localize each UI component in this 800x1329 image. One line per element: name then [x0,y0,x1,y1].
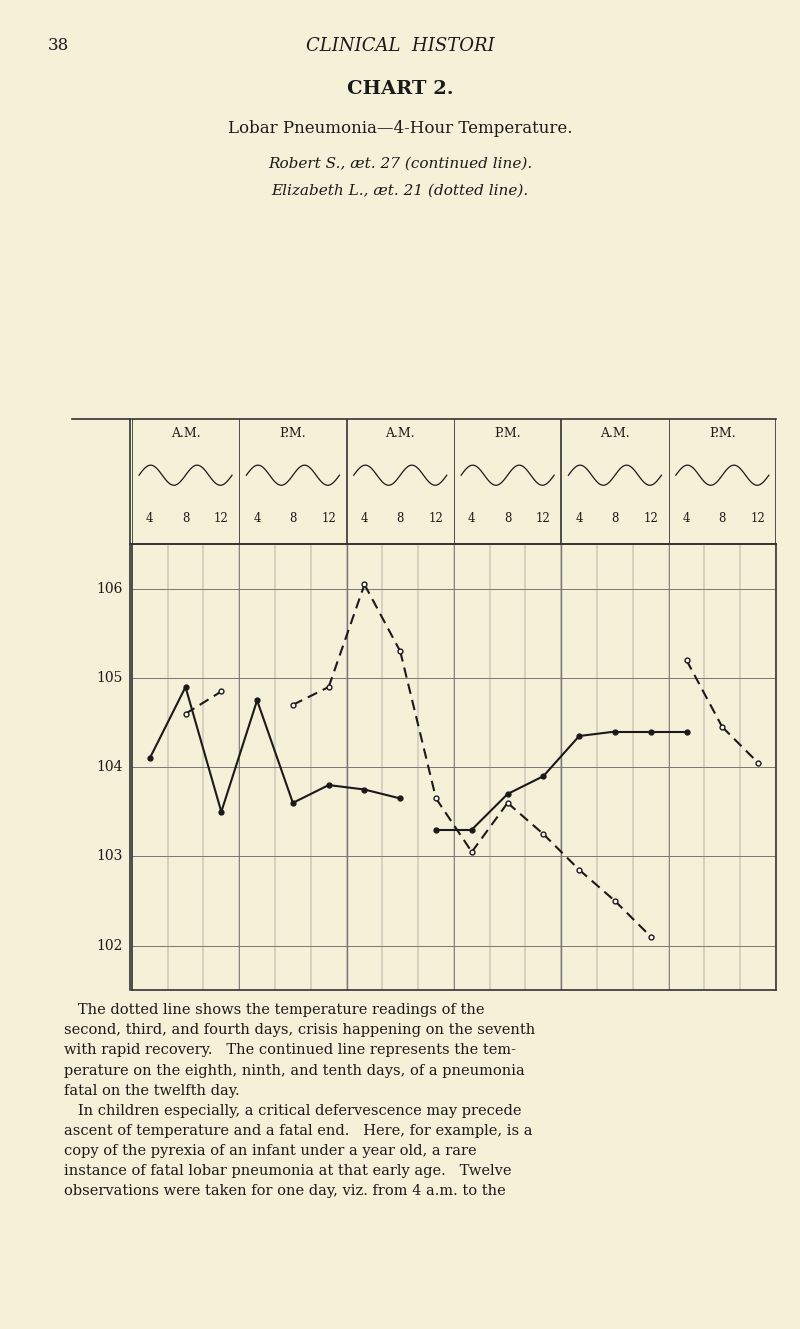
Text: 8: 8 [397,513,404,525]
Text: 8: 8 [611,513,618,525]
Text: 4: 4 [682,513,690,525]
Text: 12: 12 [322,513,336,525]
Text: 8: 8 [504,513,511,525]
Text: Elizabeth L., æt. 21 (dotted line).: Elizabeth L., æt. 21 (dotted line). [271,183,529,198]
Text: CLINICAL  HISTORI: CLINICAL HISTORI [306,37,494,56]
Text: 12: 12 [536,513,550,525]
Text: The dotted line shows the temperature readings of the
second, third, and fourth : The dotted line shows the temperature re… [64,1003,535,1197]
Text: 105: 105 [97,671,123,684]
Text: 4: 4 [361,513,368,525]
Text: 104: 104 [96,760,123,775]
Text: 8: 8 [718,513,726,525]
Text: 8: 8 [289,513,297,525]
Text: 12: 12 [643,513,658,525]
Text: 4: 4 [468,513,475,525]
Text: Lobar Pneumonia—4-Hour Temperature.: Lobar Pneumonia—4-Hour Temperature. [228,120,572,137]
Text: A.M.: A.M. [386,428,415,440]
Text: 4: 4 [575,513,583,525]
Text: 103: 103 [97,849,123,864]
Text: P.M.: P.M. [494,428,521,440]
Text: Robert S., æt. 27 (continued line).: Robert S., æt. 27 (continued line). [268,157,532,171]
Text: 8: 8 [182,513,190,525]
Text: 12: 12 [750,513,766,525]
Text: P.M.: P.M. [279,428,306,440]
Text: 4: 4 [146,513,154,525]
Text: P.M.: P.M. [709,428,736,440]
Text: A.M.: A.M. [170,428,200,440]
Text: 38: 38 [48,37,70,54]
Text: A.M.: A.M. [600,428,630,440]
Text: 106: 106 [97,582,123,595]
Text: 102: 102 [97,938,123,953]
Text: 4: 4 [254,513,261,525]
Text: 12: 12 [214,513,229,525]
Text: 12: 12 [429,513,443,525]
Text: CHART 2.: CHART 2. [346,80,454,98]
